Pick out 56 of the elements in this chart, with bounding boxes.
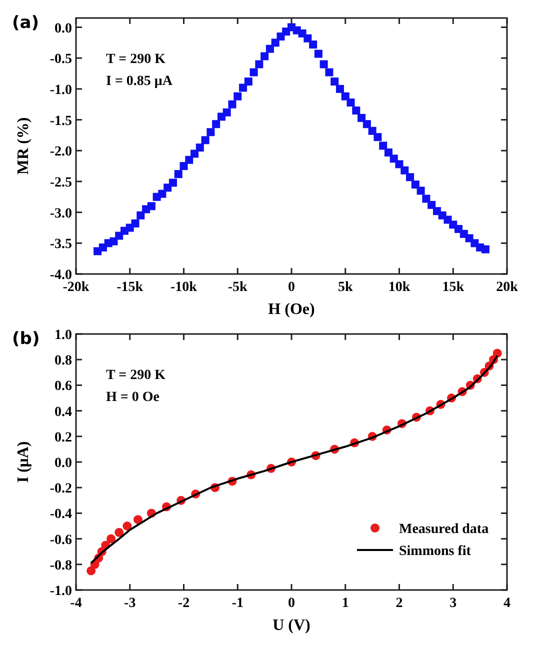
y-tick-label: -3.5 [50, 237, 72, 252]
x-tick-label: -4 [70, 596, 82, 611]
x-tick-label: -2 [178, 596, 190, 611]
x-tick-label: -20k [62, 280, 90, 295]
y-tick-label: 0.0 [54, 456, 72, 471]
point [86, 566, 96, 576]
chart-title: (b) [12, 329, 40, 349]
x-tick-label: 0 [288, 280, 295, 295]
y-tick-label: -0.5 [50, 52, 72, 68]
chart-title: (a) [12, 13, 40, 33]
annotation: T = 290 K [106, 368, 166, 383]
y-tick-label: -1.0 [50, 82, 72, 98]
x-tick-label: 0 [288, 596, 295, 611]
legend-label: Simmons fit [399, 544, 472, 559]
y-tick-label: -2.5 [50, 175, 72, 190]
y-tick-label: 0.0 [54, 21, 72, 36]
y-tick-label: -0.8 [50, 558, 72, 574]
y-tick-label: -0.2 [50, 482, 72, 497]
y-tick-label: -0.4 [50, 507, 72, 522]
x-tick-label: 15k [442, 280, 464, 295]
point [106, 534, 116, 544]
y-tick-label: -1.5 [50, 114, 72, 129]
y-tick-label: -3.0 [50, 206, 72, 222]
x-tick-label: -15k [116, 280, 144, 295]
x-tick-label: 2 [396, 596, 403, 611]
y-tick-label: 0.8 [54, 354, 72, 369]
y-tick-label: -0.6 [50, 532, 72, 548]
x-tick-label: -1 [232, 596, 244, 611]
x-tick-label: 4 [504, 596, 510, 611]
y-tick-label: 1.0 [54, 328, 72, 343]
annotation: I = 0.85 μA [106, 74, 174, 89]
x-tick-label: 10k [388, 280, 410, 295]
point [492, 348, 502, 358]
x-tick-label: -3 [124, 596, 136, 611]
y-tick-label: 0.6 [54, 379, 72, 394]
x-tick-label: 5k [338, 280, 353, 295]
x-tick-label: 3 [450, 596, 457, 611]
x-axis-title: H (Oe) [268, 301, 315, 318]
y-tick-label: 0.4 [54, 404, 72, 420]
legend-label: Measured data [399, 522, 489, 537]
y-tick-label: 0.2 [54, 430, 72, 446]
y-axis-title: MR (%) [15, 117, 32, 175]
point [114, 528, 124, 537]
annotation: T = 290 K [106, 52, 166, 67]
x-tick-label: -10k [170, 280, 198, 295]
y-tick-label: -4.0 [50, 268, 72, 283]
point [133, 515, 142, 524]
annotation: H = 0 Oe [106, 390, 160, 405]
point [122, 522, 132, 530]
x-tick-label: 20k [496, 280, 518, 295]
x-axis-title: U (V) [272, 617, 310, 634]
y-tick-label: -1.0 [50, 584, 72, 599]
x-tick-label: 1 [342, 596, 349, 611]
y-tick-label: -2.0 [50, 144, 72, 160]
x-tick-label: -5k [228, 280, 248, 295]
y-axis-title: I (μA) [15, 441, 32, 483]
